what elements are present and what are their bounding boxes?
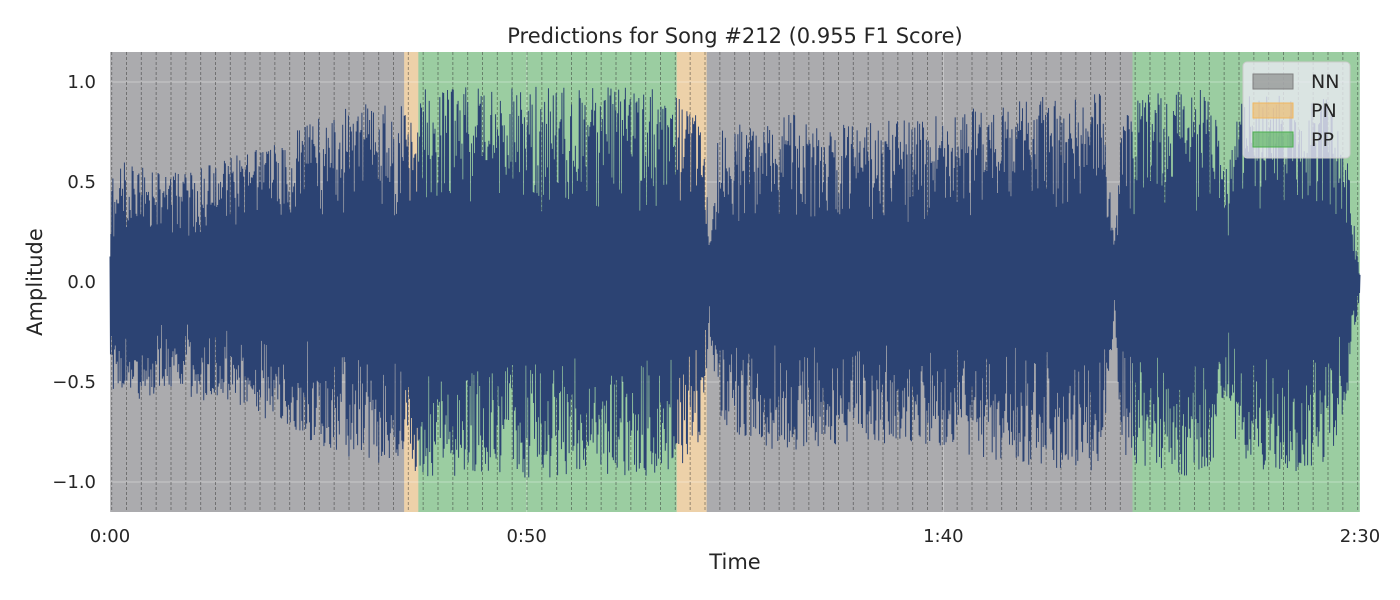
chart-title: Predictions for Song #212 (0.955 F1 Scor… (507, 24, 962, 48)
legend: NN PN PP (1242, 61, 1351, 159)
x-tick-label: 2:30 (1340, 526, 1380, 547)
y-axis-ticks: 1.0 0.5 0.0 −0.5 −1.0 (52, 72, 96, 493)
legend-label-nn: NN (1311, 71, 1339, 93)
y-tick-label: 0.0 (67, 272, 96, 293)
legend-swatch-nn (1252, 73, 1294, 90)
plot-area (109, 52, 1361, 512)
legend-swatch-pp (1252, 131, 1294, 148)
legend-label-pn: PN (1311, 100, 1337, 122)
x-tick-label: 0:00 (90, 526, 130, 547)
y-tick-label: −1.0 (52, 472, 96, 493)
y-axis-label: Amplitude (23, 228, 47, 336)
y-tick-label: −0.5 (52, 372, 96, 393)
y-tick-label: 0.5 (67, 172, 96, 193)
legend-swatch-pn (1252, 102, 1294, 119)
y-tick-label: 1.0 (67, 72, 96, 93)
x-tick-label: 1:40 (923, 526, 963, 547)
legend-label-pp: PP (1311, 129, 1334, 151)
x-axis-ticks: 0:00 0:50 1:40 2:30 (90, 526, 1380, 547)
x-axis-label: Time (708, 550, 760, 574)
x-tick-label: 0:50 (506, 526, 546, 547)
waveform-series (109, 86, 1361, 478)
